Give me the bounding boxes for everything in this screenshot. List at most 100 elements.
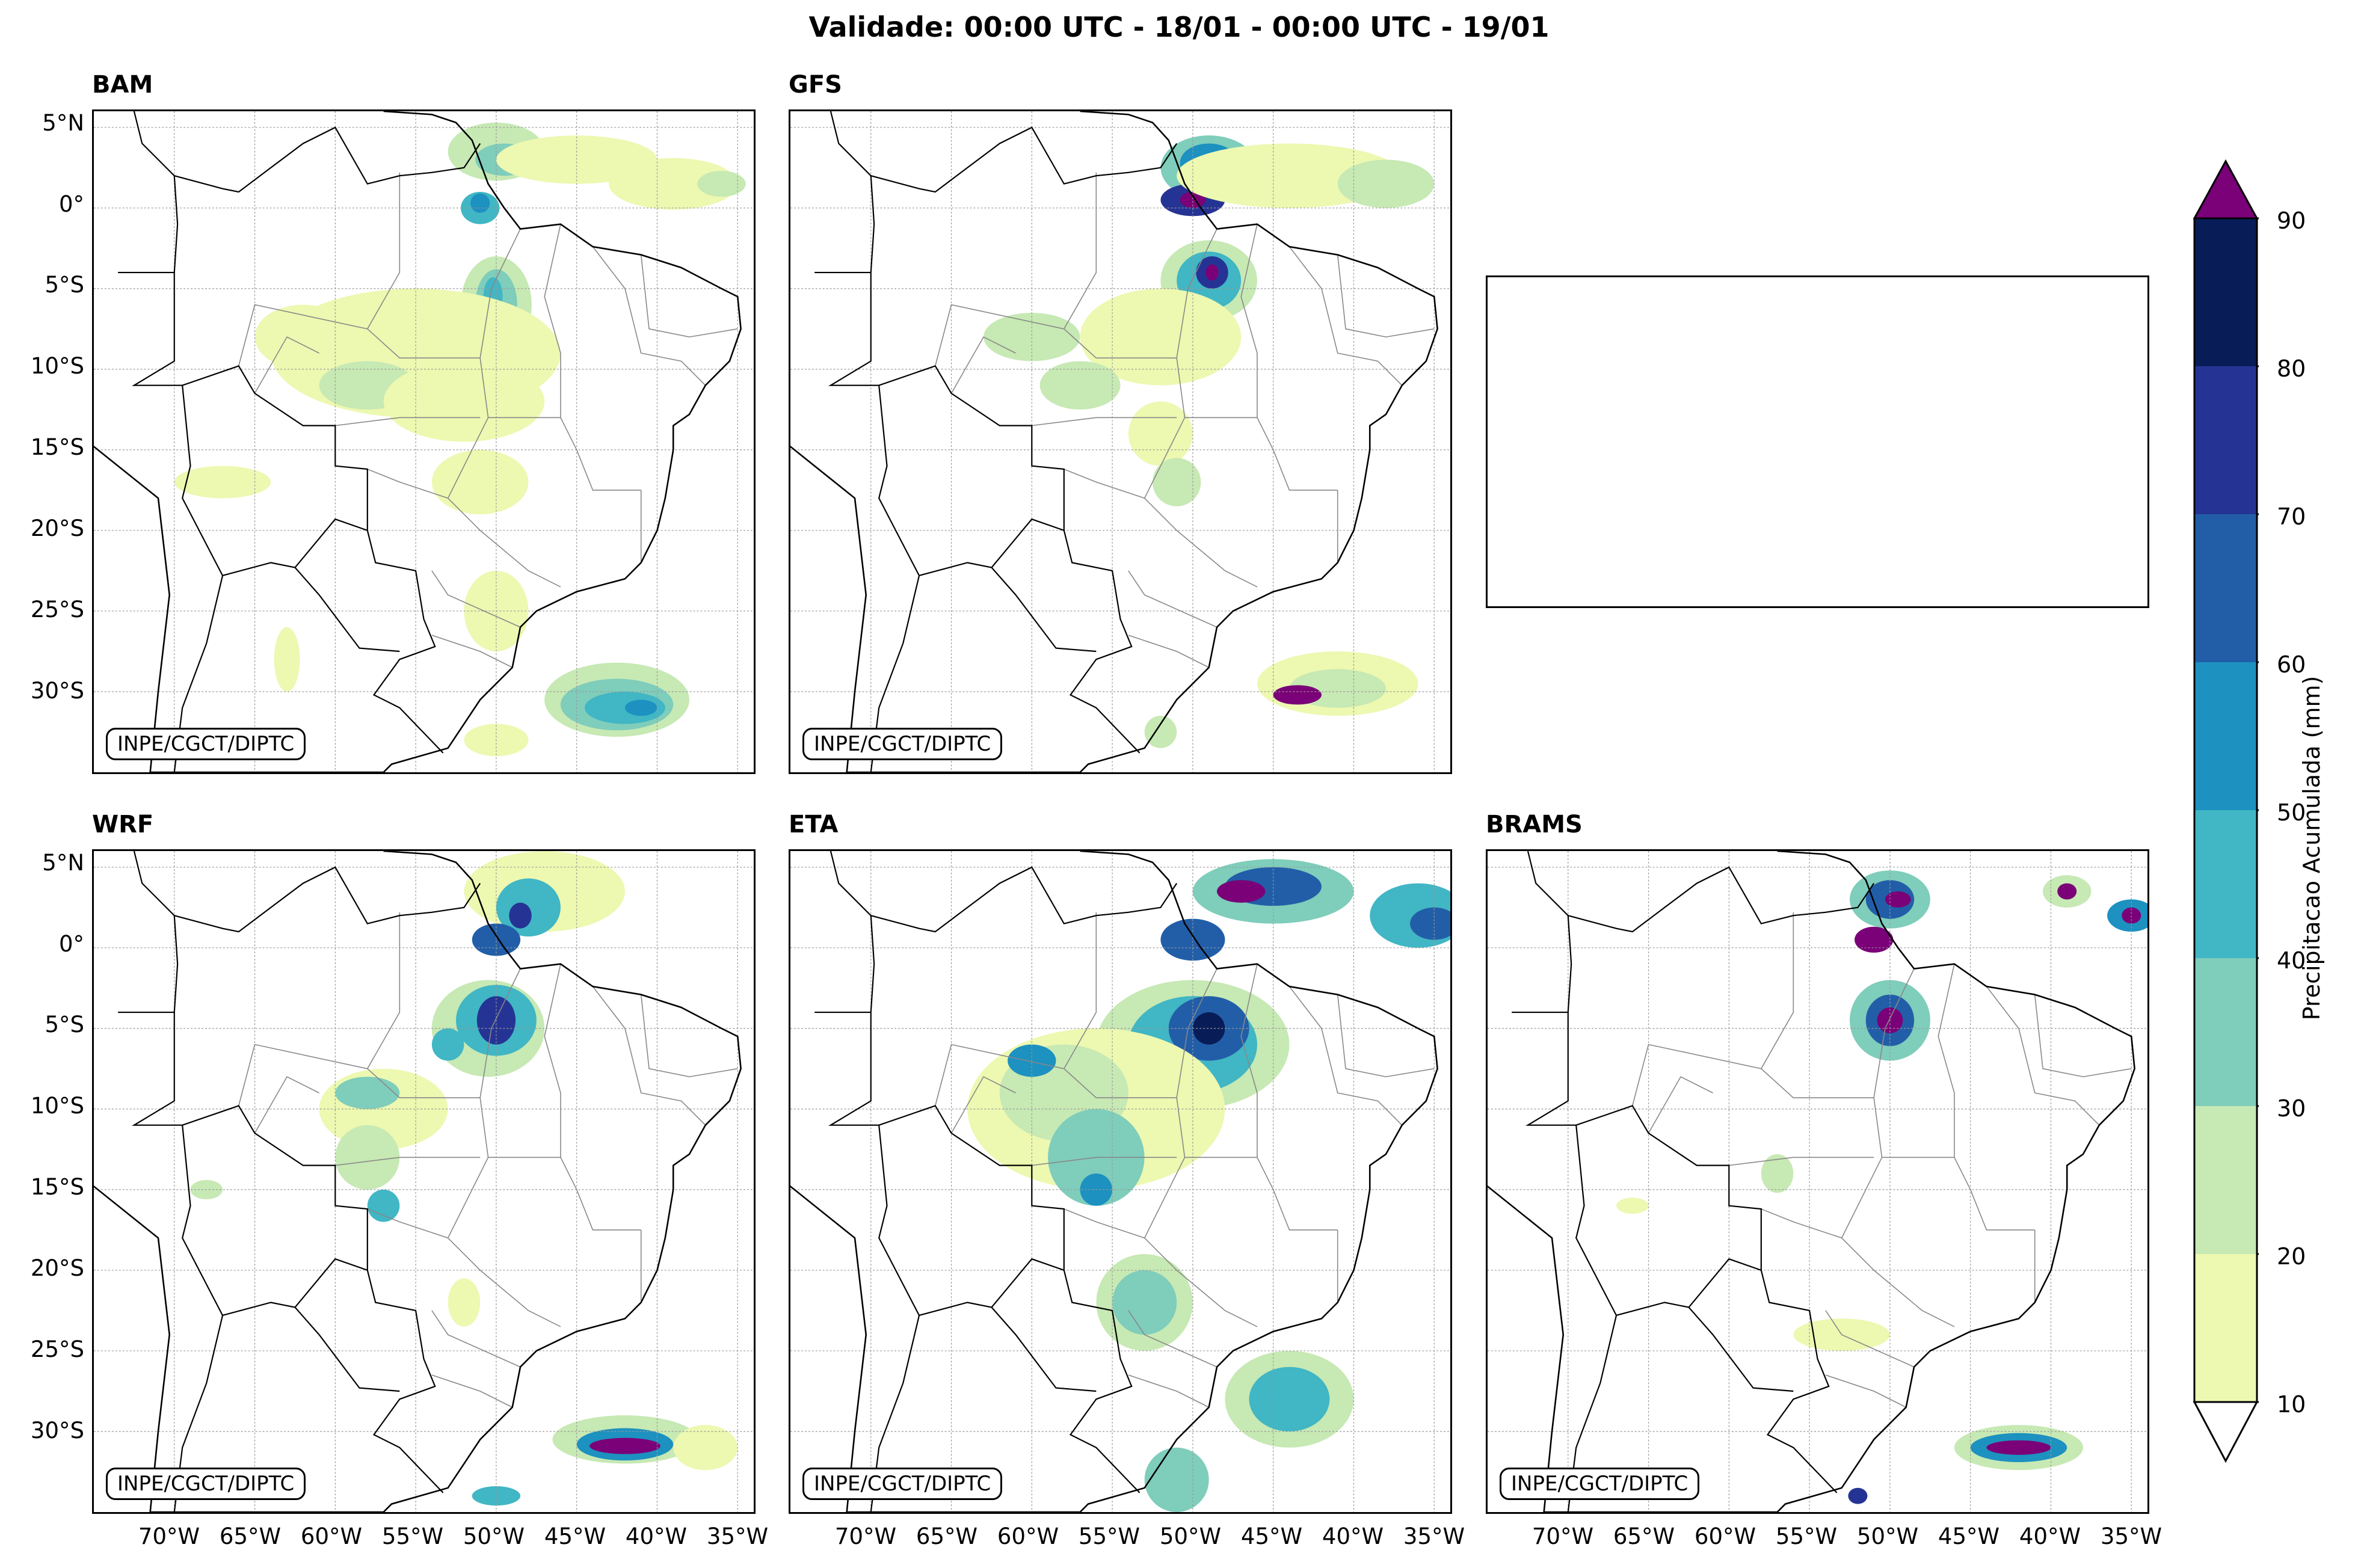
lat-label: 25°S — [30, 1336, 84, 1362]
colorbar-segment — [2194, 514, 2257, 662]
precip-area — [1273, 685, 1322, 705]
state-border — [592, 246, 706, 386]
state-border — [479, 229, 521, 358]
precip-area — [1337, 159, 1435, 208]
state-border — [1176, 358, 1338, 491]
state-border — [1632, 1044, 1874, 1106]
state-border — [447, 1157, 561, 1327]
lon-label: 35°W — [1403, 1523, 1465, 1549]
precip-area — [1761, 1154, 1794, 1193]
lon-label: 40°W — [2019, 1523, 2081, 1549]
precip-area — [509, 902, 532, 929]
country-border — [830, 111, 875, 273]
precip-area — [2122, 907, 2141, 924]
state-border — [1128, 1310, 1217, 1368]
precip-area — [472, 923, 521, 956]
precip-area — [383, 361, 545, 442]
lon-label: 60°W — [300, 1523, 363, 1549]
state-border — [367, 172, 401, 330]
precip-area — [431, 1028, 464, 1061]
colorbar-tick-label: 90 — [2277, 208, 2306, 234]
lat-label: 5°S — [45, 1012, 84, 1038]
country-border — [870, 866, 1178, 933]
state-border — [431, 635, 513, 668]
credit-badge: INPE/CGCT/DIPTC — [106, 1468, 306, 1500]
colorbar-tick-label: 20 — [2277, 1243, 2306, 1270]
credit-badge: INPE/CGCT/DIPTC — [1500, 1468, 1700, 1500]
precip-area — [1885, 891, 1911, 908]
precip-area — [367, 1189, 400, 1222]
colorbar-tick-label: 50 — [2277, 799, 2306, 826]
country-border — [174, 866, 481, 933]
colorbar-tick-label: 10 — [2277, 1391, 2306, 1418]
lon-axis-col-3: 70°W 65°W 60°W 55°W 50°W 45°W 40°W 35°W — [1486, 1523, 2162, 1554]
precip-area — [254, 304, 352, 369]
credit-badge: INPE/CGCT/DIPTC — [106, 728, 306, 760]
state-border — [1648, 1076, 1713, 1134]
precip-area — [1217, 880, 1266, 903]
country-border — [814, 271, 1141, 754]
country-border — [1527, 851, 1572, 1013]
state-border — [1176, 229, 1217, 358]
country-border — [182, 385, 368, 577]
lon-label: 40°W — [1322, 1523, 1384, 1549]
state-border — [1064, 172, 1097, 330]
coastline — [94, 111, 742, 772]
colorbar — [2193, 159, 2259, 1463]
colorbar-segment — [2194, 662, 2257, 810]
state-border — [1176, 1098, 1338, 1231]
precip-area — [1410, 907, 1450, 940]
state-border — [1288, 246, 1403, 386]
credit-badge: INPE/CGCT/DIPTC — [802, 728, 1003, 760]
country-border — [118, 271, 444, 754]
country-border — [814, 1011, 1141, 1493]
colorbar-tick-label: 80 — [2277, 355, 2306, 382]
map-svg — [94, 851, 754, 1512]
colorbar-tick-label: 60 — [2277, 651, 2306, 678]
precip-area — [1249, 1367, 1330, 1431]
precip-area — [472, 1486, 521, 1506]
lon-label: 70°W — [1531, 1523, 1594, 1549]
credit-badge: INPE/CGCT/DIPTC — [802, 1468, 1003, 1500]
precip-area — [1205, 264, 1219, 281]
lat-label: 10°S — [30, 353, 84, 379]
state-border — [1064, 912, 1097, 1069]
state-border — [479, 968, 521, 1098]
lon-label: 50°W — [1159, 1523, 1222, 1549]
country-border — [294, 1306, 400, 1392]
state-border — [1032, 417, 1177, 426]
colorbar-tick-label: 70 — [2277, 503, 2306, 530]
lon-label: 65°W — [219, 1523, 282, 1549]
country-border — [1568, 866, 1875, 933]
lon-axis-col-1: 70°W 65°W 60°W 55°W 50°W 45°W 40°W 35°W — [92, 1523, 768, 1554]
state-border — [2034, 994, 2132, 1078]
state-border — [254, 336, 319, 394]
lat-label: 5°S — [45, 272, 84, 298]
precip-area — [470, 193, 490, 213]
state-border — [1240, 964, 1258, 1158]
state-border — [640, 254, 738, 338]
coastline — [1488, 851, 2135, 1512]
lat-label: 30°S — [30, 1418, 84, 1443]
lon-label: 50°W — [1856, 1523, 1919, 1549]
panel-title-wrf: WRF — [92, 811, 154, 838]
state-border — [1128, 1374, 1210, 1408]
lon-label: 35°W — [2100, 1523, 2163, 1549]
colorbar-label: Precipitacao Acumulada (mm) — [2298, 675, 2325, 1021]
precip-area — [1616, 1198, 1649, 1214]
lon-label: 60°W — [997, 1523, 1059, 1549]
state-border — [1176, 968, 1217, 1098]
country-border — [1688, 1306, 1794, 1392]
state-border — [335, 1157, 481, 1166]
country-border — [991, 567, 1097, 653]
map-panel-wrf: INPE/CGCT/DIPTC — [92, 849, 756, 1514]
lat-label: 25°S — [30, 597, 84, 623]
state-border — [640, 994, 738, 1078]
country-border — [870, 126, 1178, 193]
colorbar-segment — [2194, 218, 2257, 366]
precip-area — [1144, 1447, 1209, 1512]
lat-label: 5°N — [42, 850, 84, 876]
state-border — [479, 358, 641, 491]
lat-label: 15°S — [30, 434, 84, 460]
state-border — [1873, 968, 1915, 1098]
